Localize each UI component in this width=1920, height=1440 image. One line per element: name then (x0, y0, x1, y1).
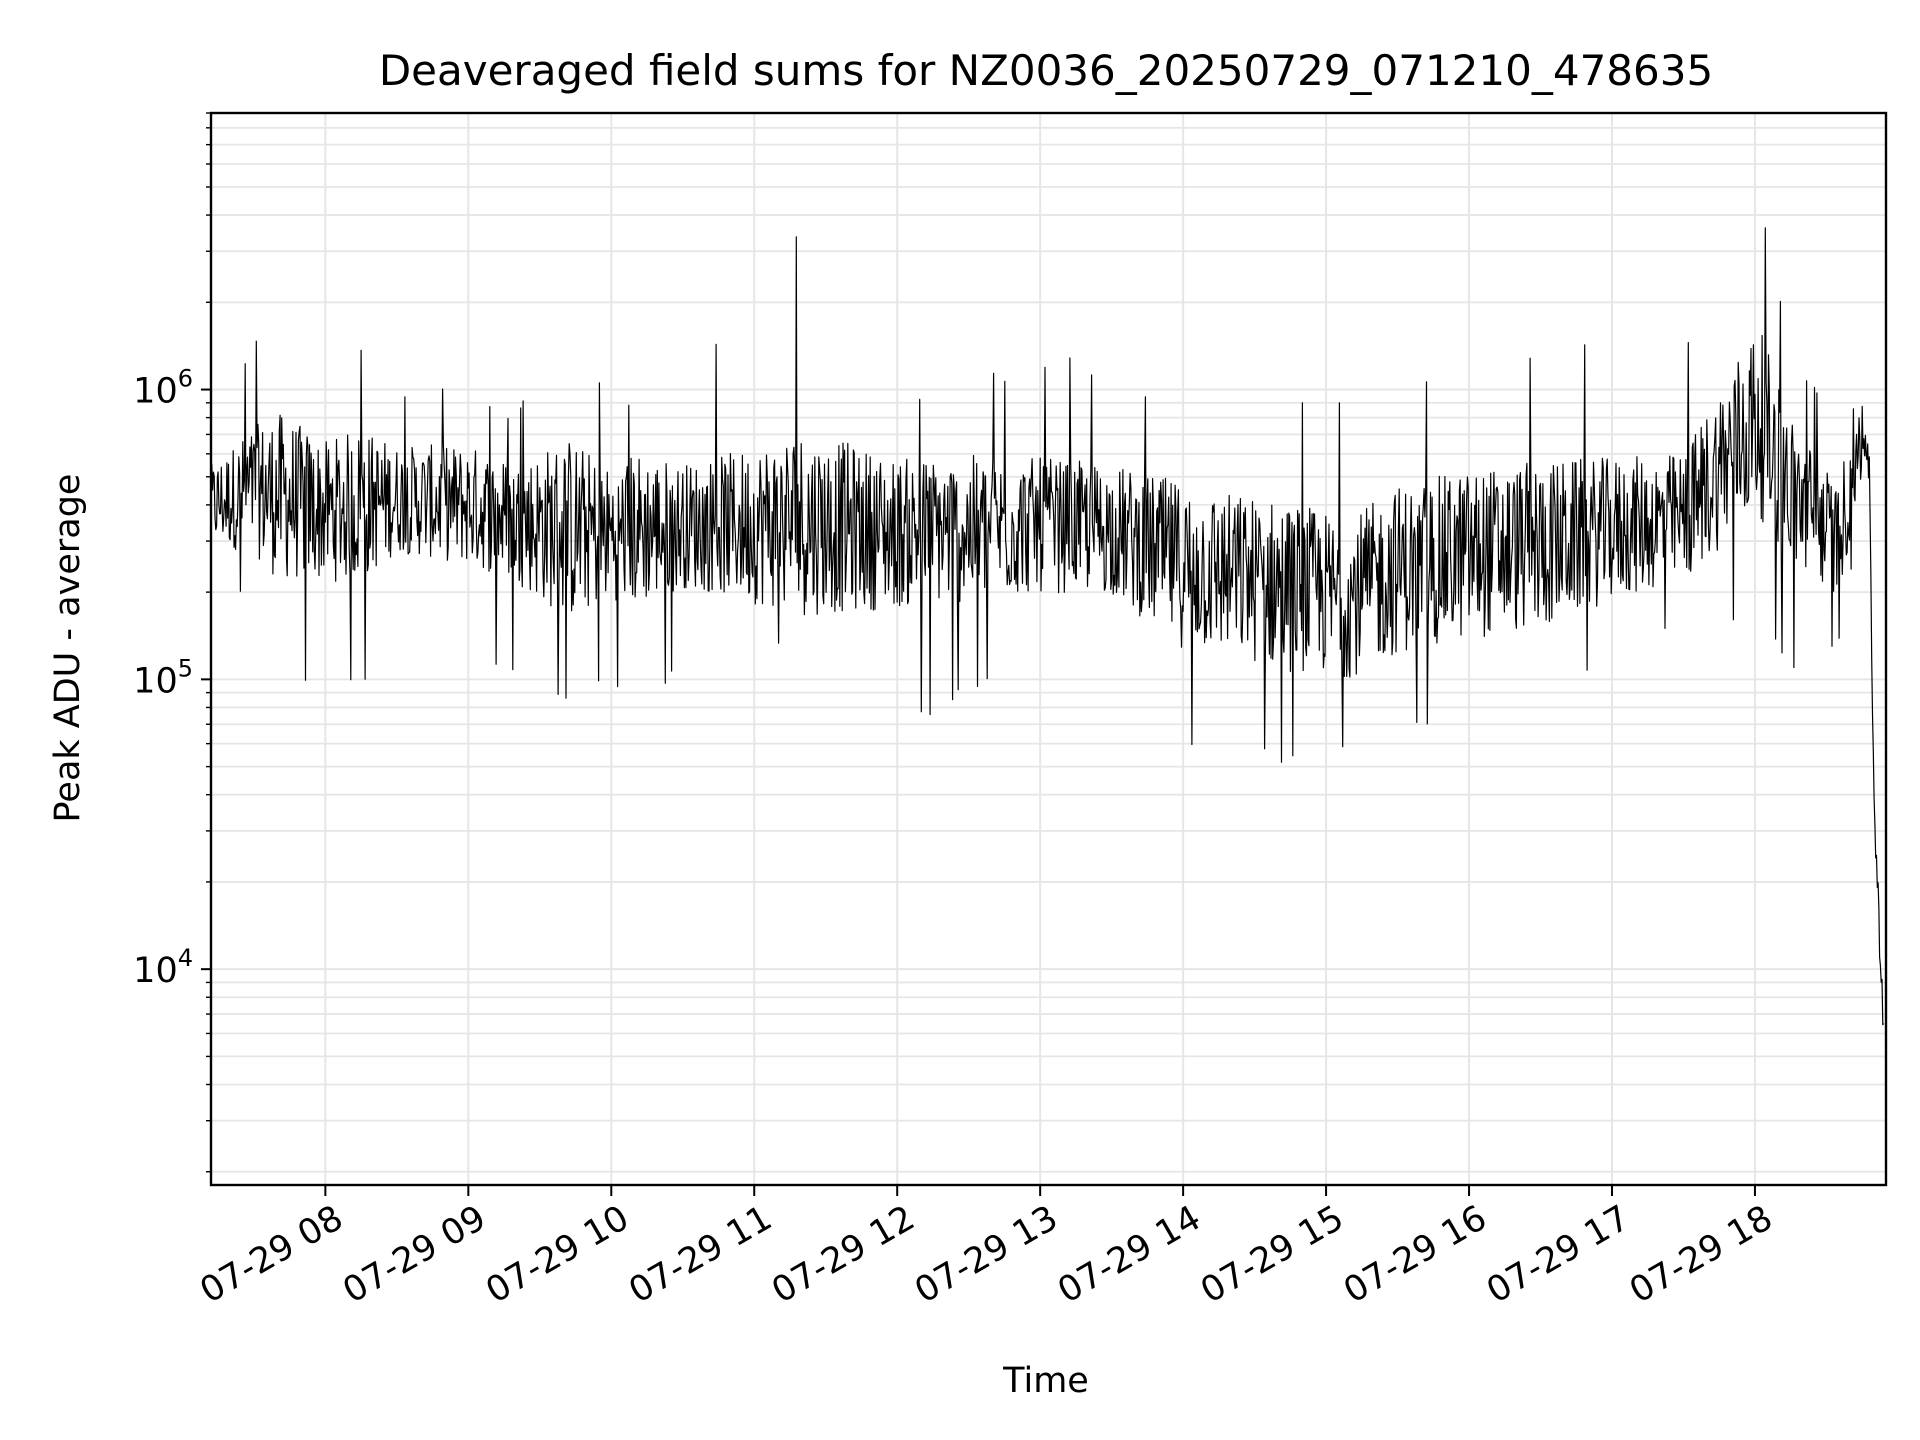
x-tick-label: 07-29 08 (194, 1198, 350, 1311)
y-axis-label: Peak ADU - average (48, 474, 88, 823)
x-tick-label: 07-29 14 (1051, 1198, 1207, 1311)
y-tick-label: 104 (133, 944, 193, 991)
y-tick-label: 105 (133, 654, 193, 701)
x-tick-label: 07-29 17 (1480, 1198, 1636, 1311)
x-tick-label: 07-29 18 (1623, 1198, 1779, 1311)
series-line (210, 227, 1885, 1026)
x-tick-label: 07-29 09 (337, 1198, 493, 1311)
plot-frame (209, 111, 1888, 1187)
y-tick-label: 106 (133, 365, 193, 412)
x-tick-label: 07-29 11 (622, 1198, 778, 1311)
chart-title: Deaveraged field sums for NZ0036_2025072… (379, 46, 1713, 95)
x-tick-label: 07-29 12 (765, 1198, 921, 1311)
grid-layer (211, 112, 1886, 1185)
x-tick-label: 07-29 10 (479, 1198, 635, 1311)
series-layer (210, 227, 1885, 1026)
x-tick-label: 07-29 15 (1194, 1198, 1350, 1311)
x-tick-label: 07-29 13 (908, 1198, 1064, 1311)
x-axis-label: Time (1002, 1361, 1089, 1401)
x-tick-label: 07-29 16 (1337, 1198, 1493, 1311)
